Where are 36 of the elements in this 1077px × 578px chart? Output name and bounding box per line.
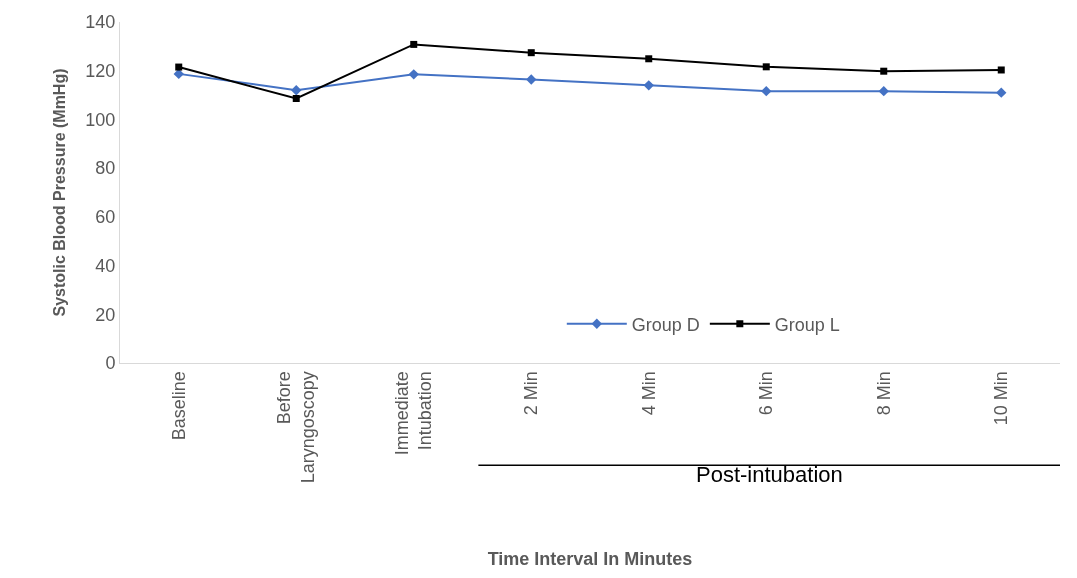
text: Post-intubation <box>696 462 843 487</box>
y-tick-label: 140 <box>85 12 116 33</box>
x-tick-label: Before Laryngoscopy <box>274 371 318 484</box>
y-tick-label: 120 <box>85 61 116 82</box>
y-axis-title: Systolic Blood Pressure (MmHg) <box>51 68 69 317</box>
legend-label: Group L <box>774 314 840 335</box>
point <box>175 63 183 71</box>
x-tick-label: 6 Min <box>756 371 777 416</box>
point <box>762 63 770 71</box>
point <box>526 74 537 85</box>
point <box>410 40 418 48</box>
point <box>643 80 654 91</box>
y-tick-label: 80 <box>95 158 116 179</box>
y-tick-label: 60 <box>95 207 116 228</box>
point <box>645 55 653 63</box>
point <box>408 69 419 80</box>
point <box>880 67 888 75</box>
x-tick-label: 4 Min <box>638 371 659 416</box>
x-tick-label: 8 Min <box>873 371 894 416</box>
x-axis-title: Time Interval In Minutes <box>487 549 693 570</box>
y-tick-label: 100 <box>85 109 116 130</box>
x-tick-label: 2 Min <box>521 371 542 416</box>
x-tick-label: 10 Min <box>991 371 1012 426</box>
point <box>527 49 535 57</box>
y-tick-label: 20 <box>95 304 116 325</box>
x-tick-label: Baseline <box>168 371 189 441</box>
point <box>996 87 1007 98</box>
point <box>761 85 772 97</box>
legend-label: Group D <box>631 314 700 335</box>
point <box>878 85 889 97</box>
y-tick-label: 40 <box>95 255 116 276</box>
point <box>291 85 302 96</box>
point <box>292 94 300 102</box>
y-tick-label: 0 <box>105 353 116 374</box>
point <box>997 66 1005 74</box>
x-tick-label: Immediate Intubation <box>391 371 436 456</box>
